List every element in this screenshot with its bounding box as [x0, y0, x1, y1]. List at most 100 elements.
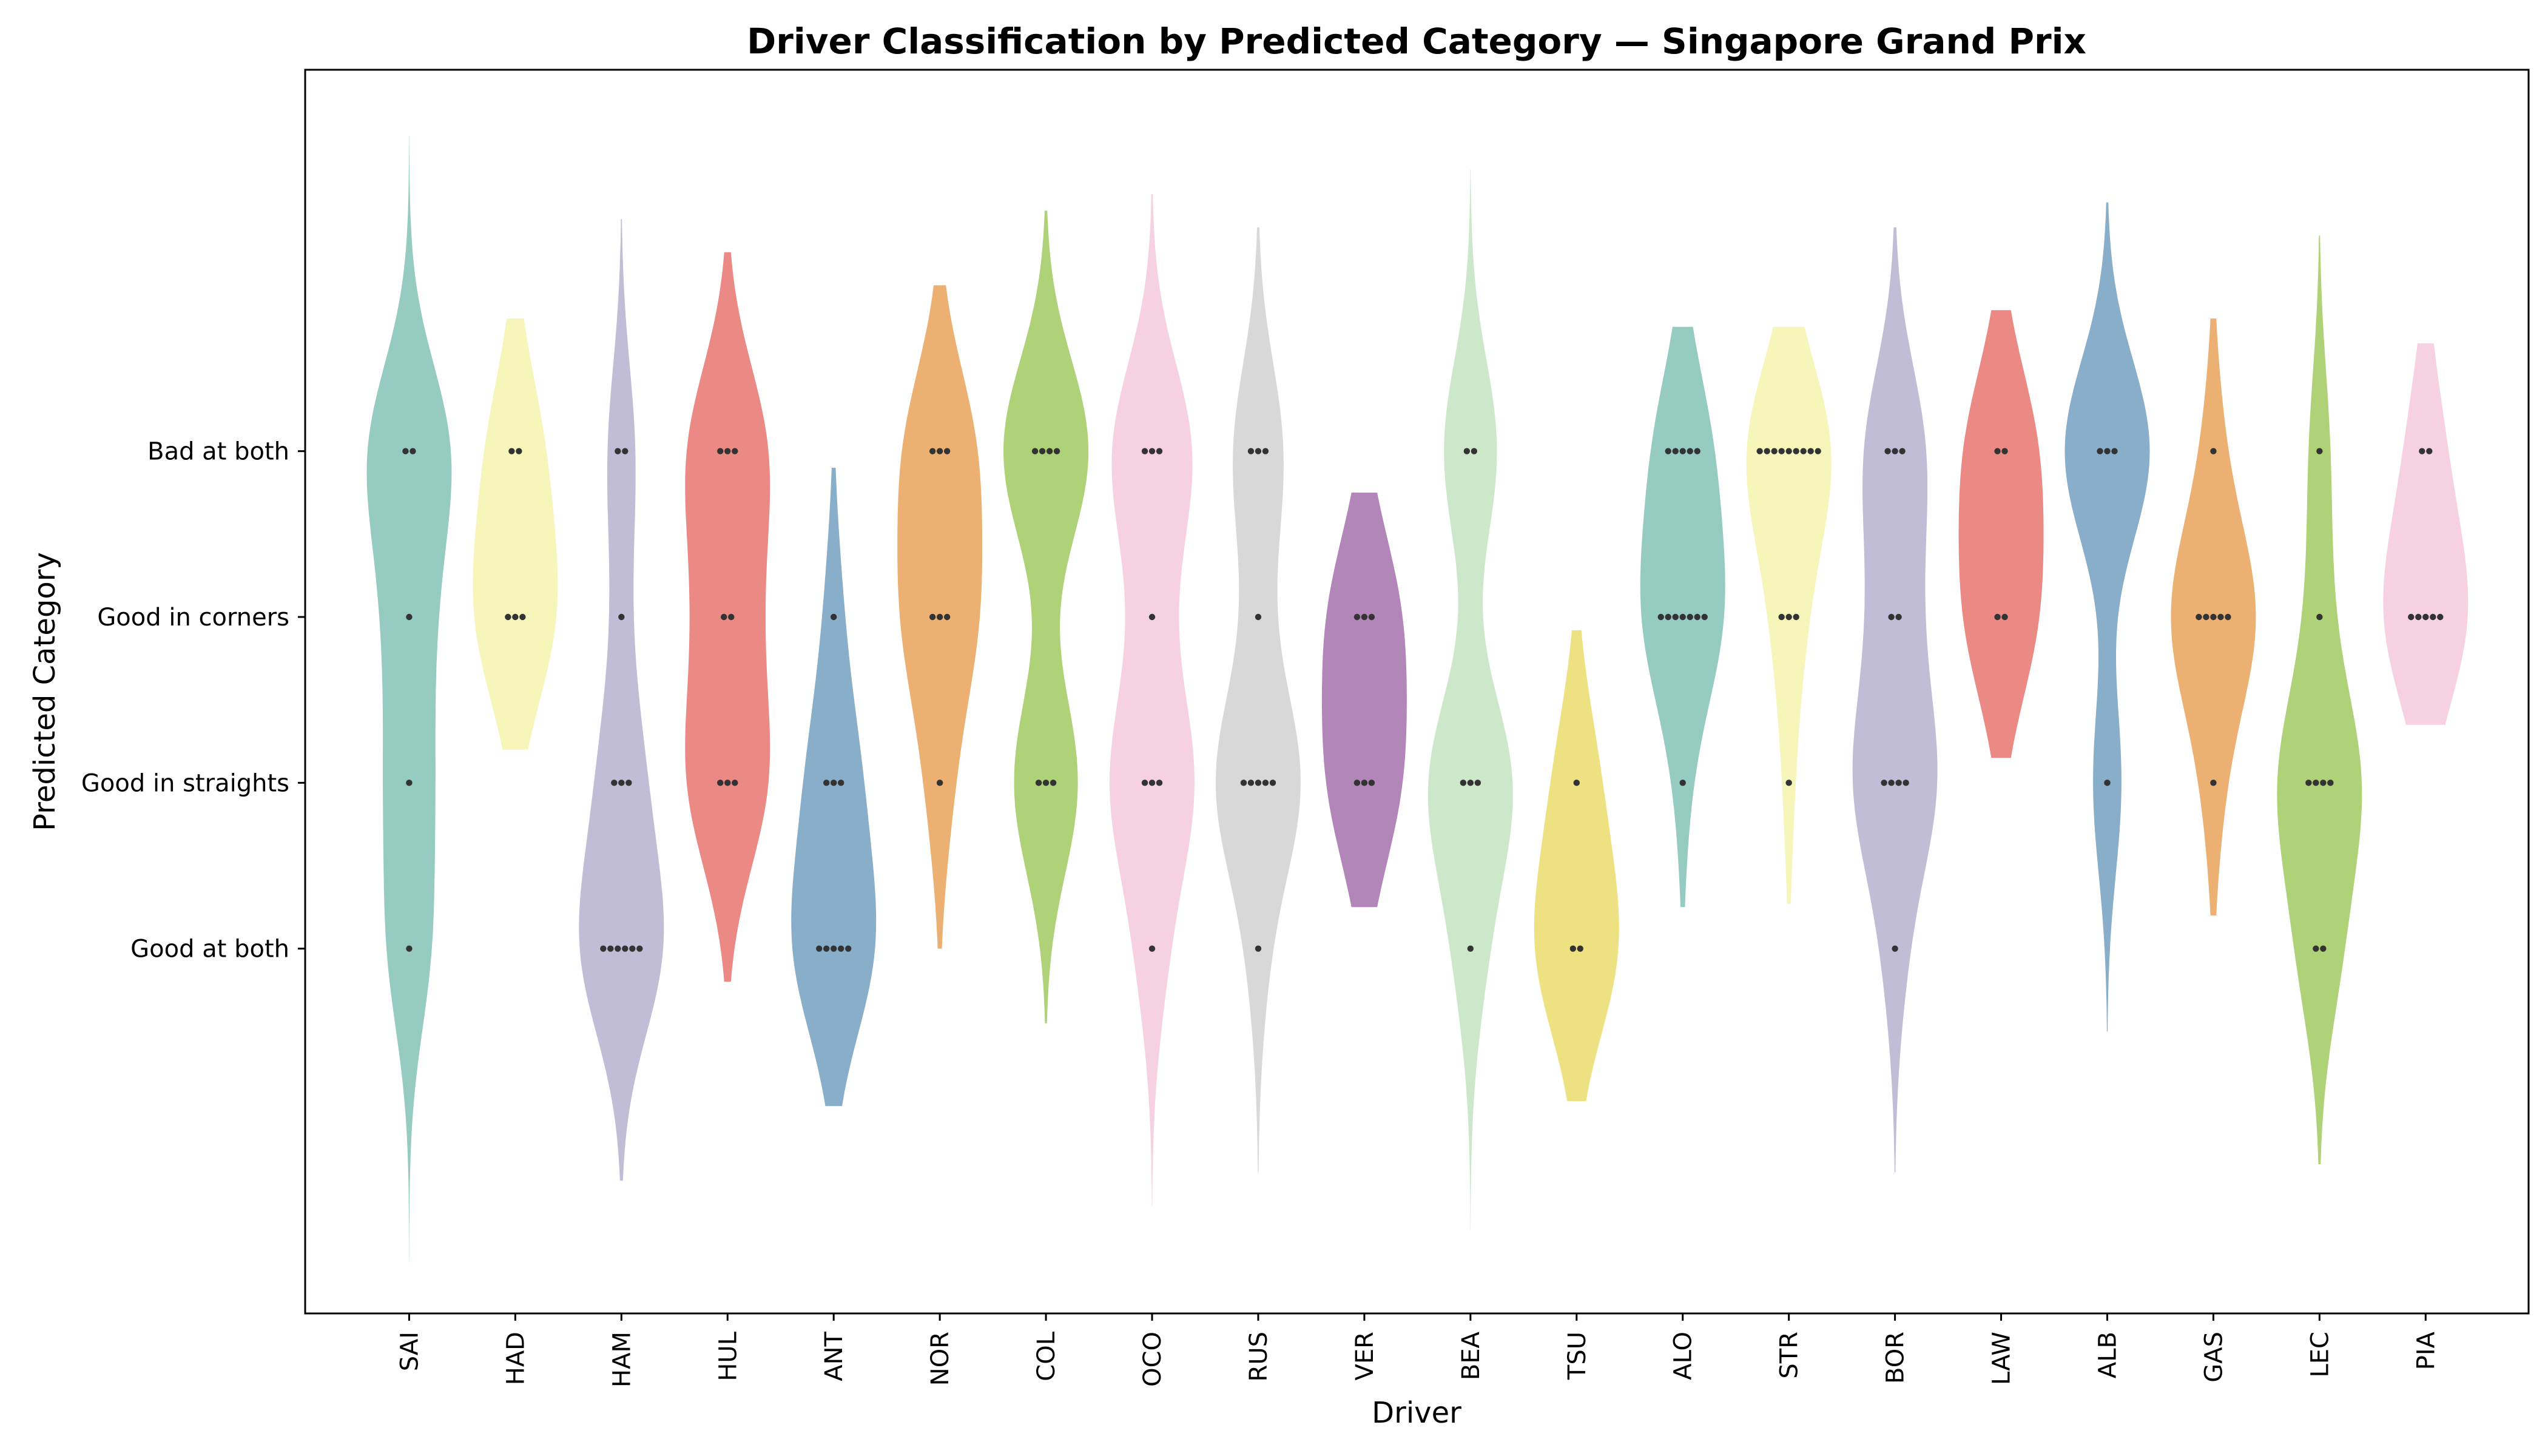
data-point [838, 945, 844, 952]
violin-hul [685, 252, 770, 982]
x-tick-label: COL [1033, 1331, 1060, 1381]
data-point [625, 780, 632, 786]
data-point [1665, 448, 1671, 454]
swarm-dot-layer [402, 448, 2444, 952]
data-point [732, 448, 738, 454]
data-point [629, 945, 636, 952]
x-tick-label: TSU [1563, 1332, 1591, 1380]
data-point [1687, 448, 1693, 454]
data-point [717, 448, 724, 454]
data-point [1467, 780, 1474, 786]
data-point [929, 448, 936, 454]
data-point [2422, 613, 2429, 621]
data-point [1994, 448, 2001, 454]
data-point [1756, 448, 1763, 454]
y-tick-label: Good in corners [97, 604, 289, 632]
data-point [1694, 448, 1700, 454]
data-point [622, 448, 629, 454]
data-point [2104, 448, 2111, 454]
data-point [943, 448, 951, 454]
data-point [1701, 613, 1708, 621]
data-point [1679, 613, 1686, 621]
y-axis-label: Predicted Category [28, 552, 62, 831]
data-point [512, 613, 519, 621]
x-tick-label: ALO [1670, 1332, 1697, 1380]
data-point [1895, 613, 1902, 621]
x-tick-label: PIA [2412, 1331, 2440, 1370]
data-point [1903, 780, 1909, 786]
violin-ant [791, 468, 877, 1107]
violin-law [1958, 310, 2044, 758]
x-tick-label: BOR [1882, 1332, 1910, 1384]
x-axis: SAI HAD HAM HUL ANT NOR COL OCO RUS VER BEA TSU ALO S… [396, 1313, 2440, 1387]
data-point [611, 780, 618, 786]
violin-bor [1852, 227, 1938, 1173]
data-point [1672, 613, 1679, 621]
violin-lec [2277, 235, 2362, 1164]
data-point [816, 945, 823, 952]
data-point [406, 945, 413, 952]
data-point [1148, 945, 1156, 952]
data-point [1050, 780, 1057, 786]
data-point [1569, 945, 1576, 952]
data-point [1262, 780, 1269, 786]
data-point [2419, 448, 2425, 454]
data-point [1053, 448, 1060, 454]
data-point [936, 613, 943, 621]
data-point [1361, 613, 1368, 621]
data-point [1471, 448, 1478, 454]
data-point [1353, 780, 1361, 786]
data-point [618, 780, 625, 786]
data-point [1255, 945, 1262, 952]
data-point [936, 780, 943, 786]
x-tick-label: BEA [1457, 1331, 1485, 1380]
data-point [1255, 613, 1262, 621]
data-point [2210, 448, 2217, 454]
data-point [1815, 448, 1821, 454]
data-point [1247, 448, 1255, 454]
data-point [519, 613, 526, 621]
data-point [724, 448, 731, 454]
x-tick-label: LEC [2306, 1332, 2334, 1378]
data-point [1463, 448, 1471, 454]
x-tick-label: HAD [502, 1332, 530, 1385]
violin-had [473, 318, 558, 750]
violin-col [1003, 211, 1089, 1023]
data-point [1255, 448, 1262, 454]
x-tick-label: ANT [820, 1331, 848, 1381]
data-point [1148, 613, 1156, 621]
data-point [2408, 613, 2415, 621]
data-point [728, 613, 735, 621]
x-tick-label: HAM [608, 1332, 636, 1387]
data-point [838, 780, 844, 786]
y-tick-label: Good in straights [81, 769, 289, 797]
data-point [1148, 780, 1156, 786]
data-point [2196, 613, 2202, 621]
data-point [1888, 780, 1895, 786]
data-point [1035, 780, 1042, 786]
data-point [2104, 780, 2111, 786]
x-tick-label: ALB [2094, 1332, 2122, 1378]
violin-ham [579, 219, 664, 1181]
x-tick-label: STR [1776, 1332, 1804, 1379]
data-point [508, 448, 515, 454]
data-point [1785, 613, 1792, 621]
y-axis: Good at both Good in straights Good in cor… [81, 438, 305, 963]
violin-sai [366, 136, 452, 1264]
data-point [2217, 613, 2224, 621]
data-point [1240, 780, 1247, 786]
x-tick-label: SAI [396, 1332, 423, 1371]
data-point [1785, 448, 1792, 454]
data-point [823, 945, 830, 952]
data-point [1679, 448, 1686, 454]
data-point [1156, 780, 1163, 786]
data-point [2210, 613, 2217, 621]
data-point [1368, 780, 1375, 786]
data-point [2001, 613, 2008, 621]
data-point [2316, 613, 2323, 621]
x-axis-label: Driver [1372, 1396, 1461, 1430]
data-point [1778, 448, 1785, 454]
data-point [2320, 945, 2327, 952]
data-point [636, 945, 643, 952]
